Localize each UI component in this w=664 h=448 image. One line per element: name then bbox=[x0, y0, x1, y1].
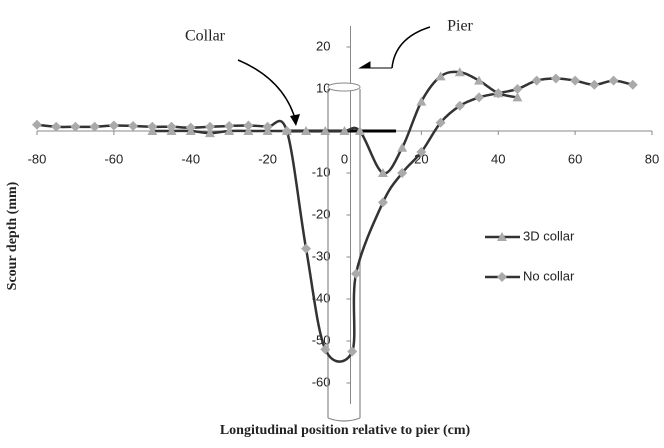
annotation: Collar bbox=[185, 28, 226, 45]
x-tick-label: 80 bbox=[645, 151, 659, 166]
marker bbox=[416, 96, 427, 106]
y-tick-label: -30 bbox=[312, 248, 331, 263]
y-tick-label: 20 bbox=[316, 38, 330, 53]
marker bbox=[493, 88, 504, 99]
marker bbox=[262, 121, 273, 132]
marker bbox=[627, 79, 638, 90]
marker bbox=[185, 122, 196, 133]
arrow bbox=[391, 26, 431, 69]
marker bbox=[416, 147, 427, 157]
y-axis-label: Scour depth (mm) bbox=[5, 181, 20, 290]
y-tick-label: 10 bbox=[316, 80, 330, 95]
marker bbox=[497, 272, 507, 282]
marker bbox=[608, 75, 619, 86]
marker bbox=[570, 75, 581, 86]
marker bbox=[474, 92, 485, 103]
marker bbox=[435, 71, 446, 81]
marker bbox=[474, 75, 485, 85]
marker bbox=[243, 120, 254, 131]
x-tick-label: 60 bbox=[568, 151, 582, 166]
marker bbox=[224, 120, 235, 131]
marker bbox=[32, 119, 42, 130]
marker bbox=[320, 126, 331, 135]
y-tick-label: -20 bbox=[312, 206, 331, 221]
marker bbox=[435, 117, 446, 128]
marker bbox=[454, 100, 465, 111]
x-axis-label: Longitudinal position relative to pier (… bbox=[220, 423, 471, 438]
marker bbox=[51, 121, 62, 132]
arrowhead bbox=[290, 114, 300, 126]
series-line bbox=[36, 77, 634, 363]
marker bbox=[512, 84, 523, 94]
legend-label: No collar bbox=[523, 268, 575, 283]
y-tick-label: -60 bbox=[312, 374, 331, 389]
marker bbox=[204, 121, 215, 132]
x-tick-label: -60 bbox=[104, 151, 123, 166]
marker bbox=[166, 121, 177, 132]
marker bbox=[354, 126, 365, 135]
x-tick-label: 0 bbox=[341, 151, 348, 166]
marker bbox=[550, 73, 561, 84]
marker bbox=[531, 75, 542, 86]
marker bbox=[281, 126, 292, 136]
pier-top bbox=[327, 82, 361, 92]
marker bbox=[351, 268, 362, 279]
x-tick-label: -40 bbox=[181, 151, 200, 166]
marker bbox=[128, 120, 139, 131]
marker bbox=[108, 120, 119, 131]
marker bbox=[204, 128, 215, 138]
marker bbox=[89, 121, 100, 132]
pier bbox=[327, 89, 361, 422]
marker bbox=[512, 92, 523, 102]
x-tick-label: -20 bbox=[258, 151, 277, 166]
marker bbox=[497, 232, 507, 241]
arrow bbox=[237, 59, 297, 123]
arrowhead bbox=[358, 61, 392, 69]
marker bbox=[377, 197, 388, 208]
marker bbox=[320, 344, 331, 355]
marker bbox=[339, 126, 350, 135]
marker bbox=[377, 168, 388, 177]
marker bbox=[454, 67, 465, 77]
x-tick-label: -80 bbox=[28, 151, 47, 166]
y-tick-label: -40 bbox=[312, 290, 331, 305]
marker bbox=[397, 168, 408, 178]
legend-label: 3D collar bbox=[523, 228, 575, 243]
annotation: Pier bbox=[447, 18, 473, 35]
y-tick-label: -10 bbox=[312, 164, 331, 179]
marker bbox=[347, 346, 358, 357]
marker bbox=[147, 121, 158, 132]
marker bbox=[301, 243, 312, 254]
x-tick-label: 40 bbox=[491, 151, 505, 166]
marker bbox=[397, 142, 408, 152]
marker bbox=[301, 126, 312, 135]
marker bbox=[70, 121, 81, 132]
marker bbox=[589, 79, 600, 90]
